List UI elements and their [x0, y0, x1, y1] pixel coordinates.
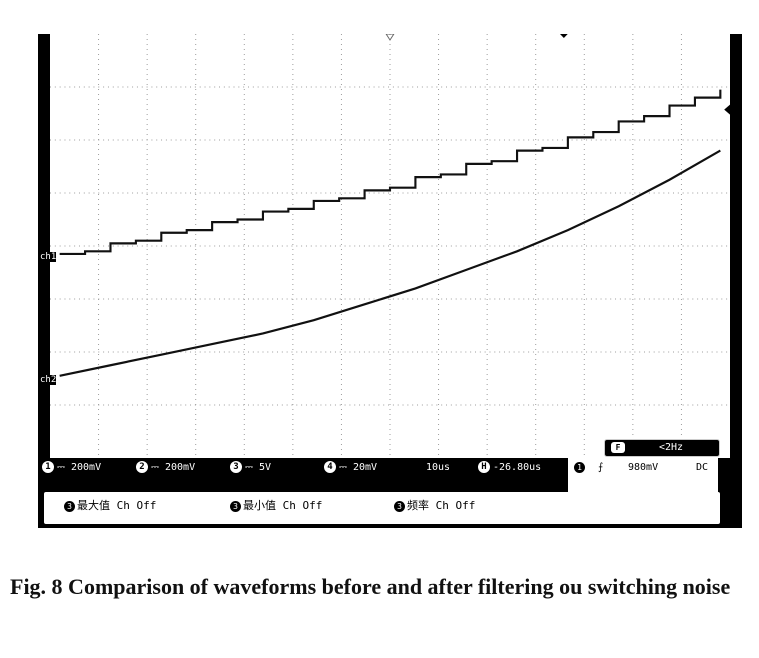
- trigger-source: 1: [574, 462, 585, 473]
- oscilloscope-screen: ch1 ch2 F <2Hz 1 ⎓ 200mV 2 ⎓ 200mV 3 ⎓ 5V 4…: [38, 34, 742, 528]
- ch4-status: 4 ⎓ 20mV: [324, 461, 377, 474]
- ch1-status: 1 ⎓ 200mV: [42, 461, 101, 474]
- ch2-marker: ch2: [40, 375, 57, 385]
- frequency-readout: F <2Hz: [604, 439, 720, 457]
- measurement-max: 3 最大值 Ch Off: [64, 497, 156, 513]
- horizontal-delay: H -26.80us: [478, 461, 541, 474]
- ch1-marker: ch1: [40, 252, 57, 262]
- measurement-panel: 3 最大值 Ch Off 3 最小值 Ch Off 3 频率 Ch Off: [44, 492, 720, 524]
- ch2-status: 2 ⎓ 200mV: [136, 461, 195, 474]
- plot-area: [50, 34, 730, 458]
- figure-caption: Fig. 8 Comparison of waveforms before an…: [10, 574, 731, 599]
- measurement-min: 3 最小值 Ch Off: [230, 497, 322, 513]
- trace-ch2: [59, 149, 721, 377]
- channel-status-bar: 1 ⎓ 200mV 2 ⎓ 200mV 3 ⎓ 5V 4 ⎓ 20mV 10us H -2…: [38, 458, 742, 476]
- trigger-panel: 1 ⨍ 980mV DC: [568, 458, 718, 492]
- ch3-status: 3 ⎓ 5V: [230, 461, 271, 474]
- trigger-level: 980mV: [628, 462, 659, 473]
- trigger-coupling: DC: [696, 462, 709, 473]
- f-badge: F: [611, 442, 625, 453]
- ch-level-marker: [724, 104, 730, 115]
- measurement-frequency: 3 频率 Ch Off: [394, 497, 475, 513]
- trigger-position-marker: [385, 34, 395, 41]
- frequency-value: <2Hz: [659, 442, 684, 453]
- delay-marker: [560, 34, 568, 38]
- trigger-slope-icon: ⨍: [598, 462, 604, 473]
- timebase: 10us: [426, 462, 451, 473]
